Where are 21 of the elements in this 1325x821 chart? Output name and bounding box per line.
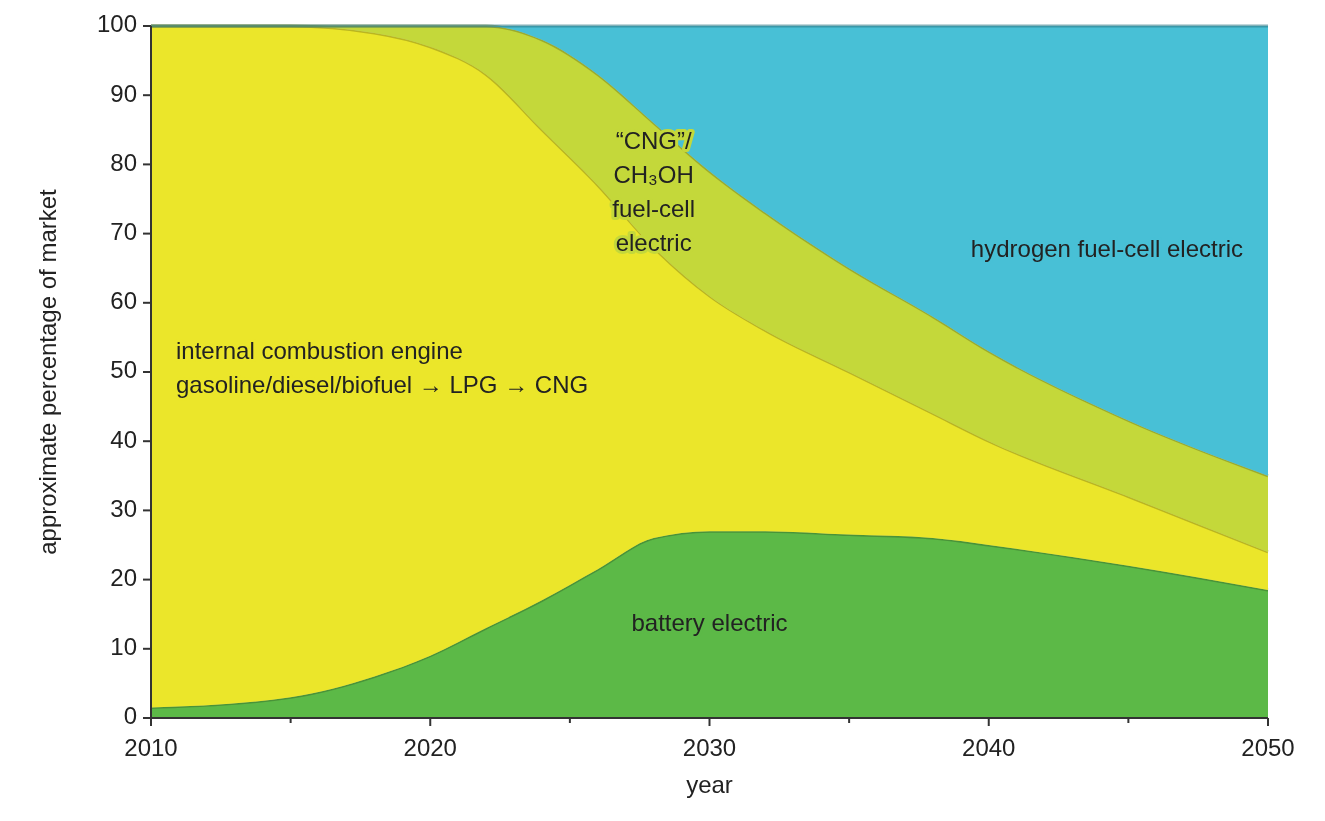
y-tick-label: 10	[110, 633, 137, 661]
x-tick-label: 2050	[1241, 734, 1295, 761]
series-label: battery electric	[631, 608, 788, 636]
x-tick-label: 2020	[403, 734, 457, 761]
y-tick-label: 60	[110, 287, 137, 315]
x-tick-label: 2040	[962, 734, 1016, 761]
x-axis-title: year	[686, 771, 733, 798]
y-tick-label: 40	[110, 425, 137, 453]
y-tick-label: 70	[110, 217, 137, 245]
y-tick-label: 20	[110, 563, 137, 591]
y-tick-label: 30	[110, 494, 137, 522]
series-label: internal combustion engine gasoline/diesel/biofuel → LPG → CNG	[176, 337, 589, 399]
y-tick-label: 50	[110, 356, 137, 384]
y-tick-label: 80	[110, 148, 137, 176]
x-tick-label: 2010	[124, 734, 178, 761]
y-tick-label: 90	[110, 79, 137, 107]
y-axis-title: approximate percentage of market	[34, 188, 61, 555]
y-tick-label: 0	[123, 702, 137, 730]
y-tick-label: 100	[96, 10, 137, 38]
x-tick-label: 2030	[682, 734, 737, 761]
series-label: hydrogen fuel-cell electric	[970, 235, 1243, 263]
